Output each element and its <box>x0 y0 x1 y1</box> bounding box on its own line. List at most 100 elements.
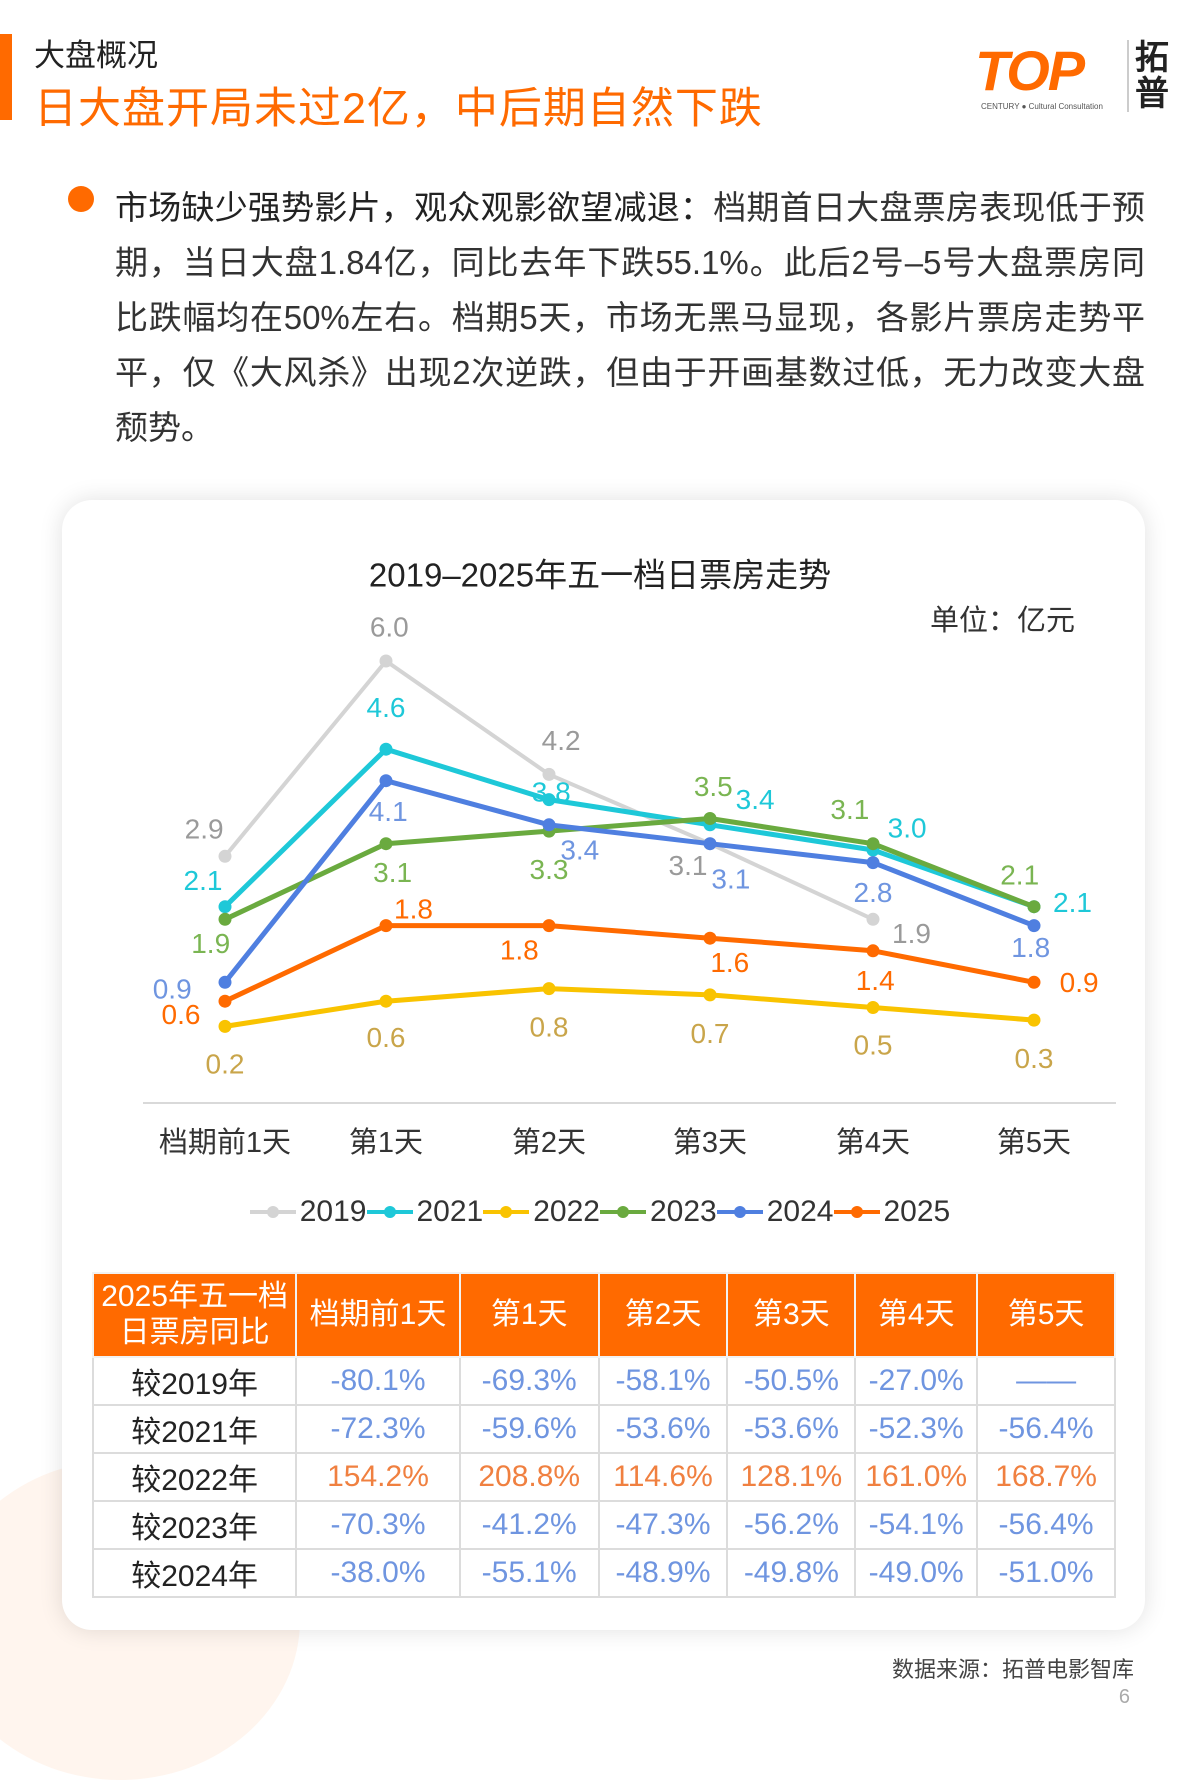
data-point-2023 <box>703 812 717 825</box>
data-label-2025: 0.6 <box>162 999 201 1030</box>
legend-label: 2022 <box>533 1195 600 1228</box>
table-cell: -49.0% <box>854 1548 979 1598</box>
table-cell: -58.1% <box>597 1356 729 1406</box>
data-label-2023: 1.9 <box>191 928 230 959</box>
table-header-cell: 第1天 <box>458 1272 600 1358</box>
data-point-2023 <box>218 912 232 926</box>
table-cell: -53.6% <box>597 1404 729 1454</box>
data-point-2024 <box>1027 919 1041 933</box>
table-cell: -41.2% <box>458 1500 600 1550</box>
x-tick-label: 第1天 <box>349 1126 423 1159</box>
corner-line-1: 2025年五一档 <box>101 1280 288 1313</box>
line-chart: 2019–2025年五一档日票房走势 单位：亿元 档期前1天 第1天 第2天 第3天 第… <box>143 557 1116 1159</box>
table-cell: -70.3% <box>295 1500 461 1550</box>
data-point-2024 <box>866 856 880 870</box>
table-cell: -53.6% <box>726 1404 857 1454</box>
row-label: 较2022年 <box>91 1452 298 1502</box>
data-label-2025: 1.8 <box>500 934 539 965</box>
legend-marker-icon <box>716 1202 763 1222</box>
table-cell: -56.2% <box>726 1500 857 1550</box>
data-label-2022: 0.8 <box>530 1012 569 1043</box>
data-label-2024: 3.1 <box>711 863 750 894</box>
table-header-cell: 第3天 <box>726 1272 857 1358</box>
data-point-2024 <box>542 818 556 832</box>
chart-unit: 单位：亿元 <box>930 604 1075 637</box>
data-label-2022: 0.2 <box>206 1048 245 1079</box>
legend-marker-icon <box>483 1202 530 1222</box>
data-label-2019: 2.9 <box>185 813 224 844</box>
logo-subtitle: CENTURY ● Cultural Consultation <box>981 102 1103 111</box>
data-point-2021 <box>218 900 232 914</box>
table-cell: 114.6% <box>597 1452 729 1502</box>
table-cell: 168.7% <box>976 1452 1116 1502</box>
data-point-2025 <box>1027 975 1041 989</box>
data-label-2024: 2.8 <box>854 877 893 908</box>
table-row: 较2021年 -72.3% -59.6% -53.6% -53.6% -52.3% -56.… <box>91 1404 1116 1454</box>
row-label: 较2024年 <box>91 1548 298 1598</box>
corner-line-2: 日票房同比 <box>119 1316 270 1349</box>
data-point-2025 <box>703 931 717 945</box>
data-label-2024: 4.1 <box>369 796 408 827</box>
table-cell: -54.1% <box>854 1500 979 1550</box>
data-label-2023: 3.1 <box>373 857 412 888</box>
legend-label: 2021 <box>416 1195 484 1228</box>
data-label-2023: 2.1 <box>1000 859 1039 890</box>
data-point-2025 <box>379 919 393 933</box>
table-cell: -48.9% <box>597 1548 729 1598</box>
summary-paragraph: 市场缺少强势影片，观众观影欲望减退：档期首日大盘票房表现低于预期，当日大盘1.8… <box>115 180 1145 455</box>
table-cell: 154.2% <box>295 1452 461 1502</box>
data-label-2019: 1.9 <box>892 918 931 949</box>
data-point-2022 <box>703 988 717 1002</box>
table-cell: 208.8% <box>458 1452 600 1502</box>
legend-marker-icon <box>833 1202 880 1222</box>
table-header-row: 2025年五一档 日票房同比 档期前1天 第1天 第2天 第3天 第4天 第5天 <box>91 1272 1116 1358</box>
data-point-2025 <box>218 994 232 1008</box>
legend-label: 2025 <box>883 1195 951 1228</box>
data-label-2025: 1.8 <box>394 894 433 925</box>
data-label-2021: 4.6 <box>367 692 406 723</box>
data-label-2025: 0.9 <box>1060 967 1099 998</box>
legend-item-2025: 2025 <box>833 1195 951 1229</box>
data-label-2021: 3.8 <box>532 776 571 807</box>
data-point-2021 <box>542 793 556 807</box>
data-label-2022: 0.3 <box>1015 1043 1054 1074</box>
data-point-2024 <box>218 975 232 989</box>
legend-item-2023: 2023 <box>600 1195 717 1229</box>
x-tick-label: 档期前1天 <box>159 1126 291 1159</box>
table-cell: -69.3% <box>458 1356 600 1406</box>
table-row: 较2023年 -70.3% -41.2% -47.3% -56.2% -54.1% -56.… <box>91 1500 1116 1550</box>
table-row: 较2022年 154.2% 208.8% 114.6% 128.1% 161.0% 168.… <box>91 1452 1116 1502</box>
legend-item-2022: 2022 <box>483 1195 600 1229</box>
data-point-2022 <box>379 994 393 1008</box>
table-cell: -47.3% <box>597 1500 729 1550</box>
table-row: 较2024年 -38.0% -55.1% -48.9% -49.8% -49.0% -51.… <box>91 1548 1116 1598</box>
data-point-2024 <box>703 837 717 851</box>
table-cell: -27.0% <box>854 1356 979 1406</box>
page-number: 6 <box>1118 1686 1130 1708</box>
table-cell: -38.0% <box>295 1548 461 1598</box>
table-cell: -55.1% <box>458 1548 600 1598</box>
table-header-cell: 第4天 <box>854 1272 979 1358</box>
row-label: 较2019年 <box>91 1356 298 1406</box>
data-point-2025 <box>866 944 880 958</box>
table-cell: -51.0% <box>976 1548 1116 1598</box>
table-cell: 161.0% <box>854 1452 979 1502</box>
data-label-2023: 3.1 <box>830 794 869 825</box>
data-point-2019 <box>866 912 880 926</box>
data-label-2024: 3.4 <box>560 835 599 866</box>
data-point-2023 <box>866 837 880 851</box>
data-label-2022: 0.7 <box>691 1018 730 1049</box>
series-line-2022 <box>224 986 1035 1029</box>
table-cell: -56.4% <box>976 1500 1116 1550</box>
data-label-2024: 0.9 <box>153 973 192 1004</box>
data-label-2019: 6.0 <box>370 611 409 642</box>
data-point-2023 <box>1027 900 1041 914</box>
data-point-2019 <box>379 654 393 668</box>
x-tick-label: 第4天 <box>836 1126 910 1159</box>
logo-mark: TOP <box>975 39 1085 102</box>
legend-item-2021: 2021 <box>366 1195 484 1229</box>
x-tick-label: 第3天 <box>673 1126 747 1159</box>
data-label-2021: 2.1 <box>1053 887 1092 918</box>
x-tick-label: 第5天 <box>997 1126 1071 1159</box>
table-header-cell: 档期前1天 <box>295 1272 461 1358</box>
